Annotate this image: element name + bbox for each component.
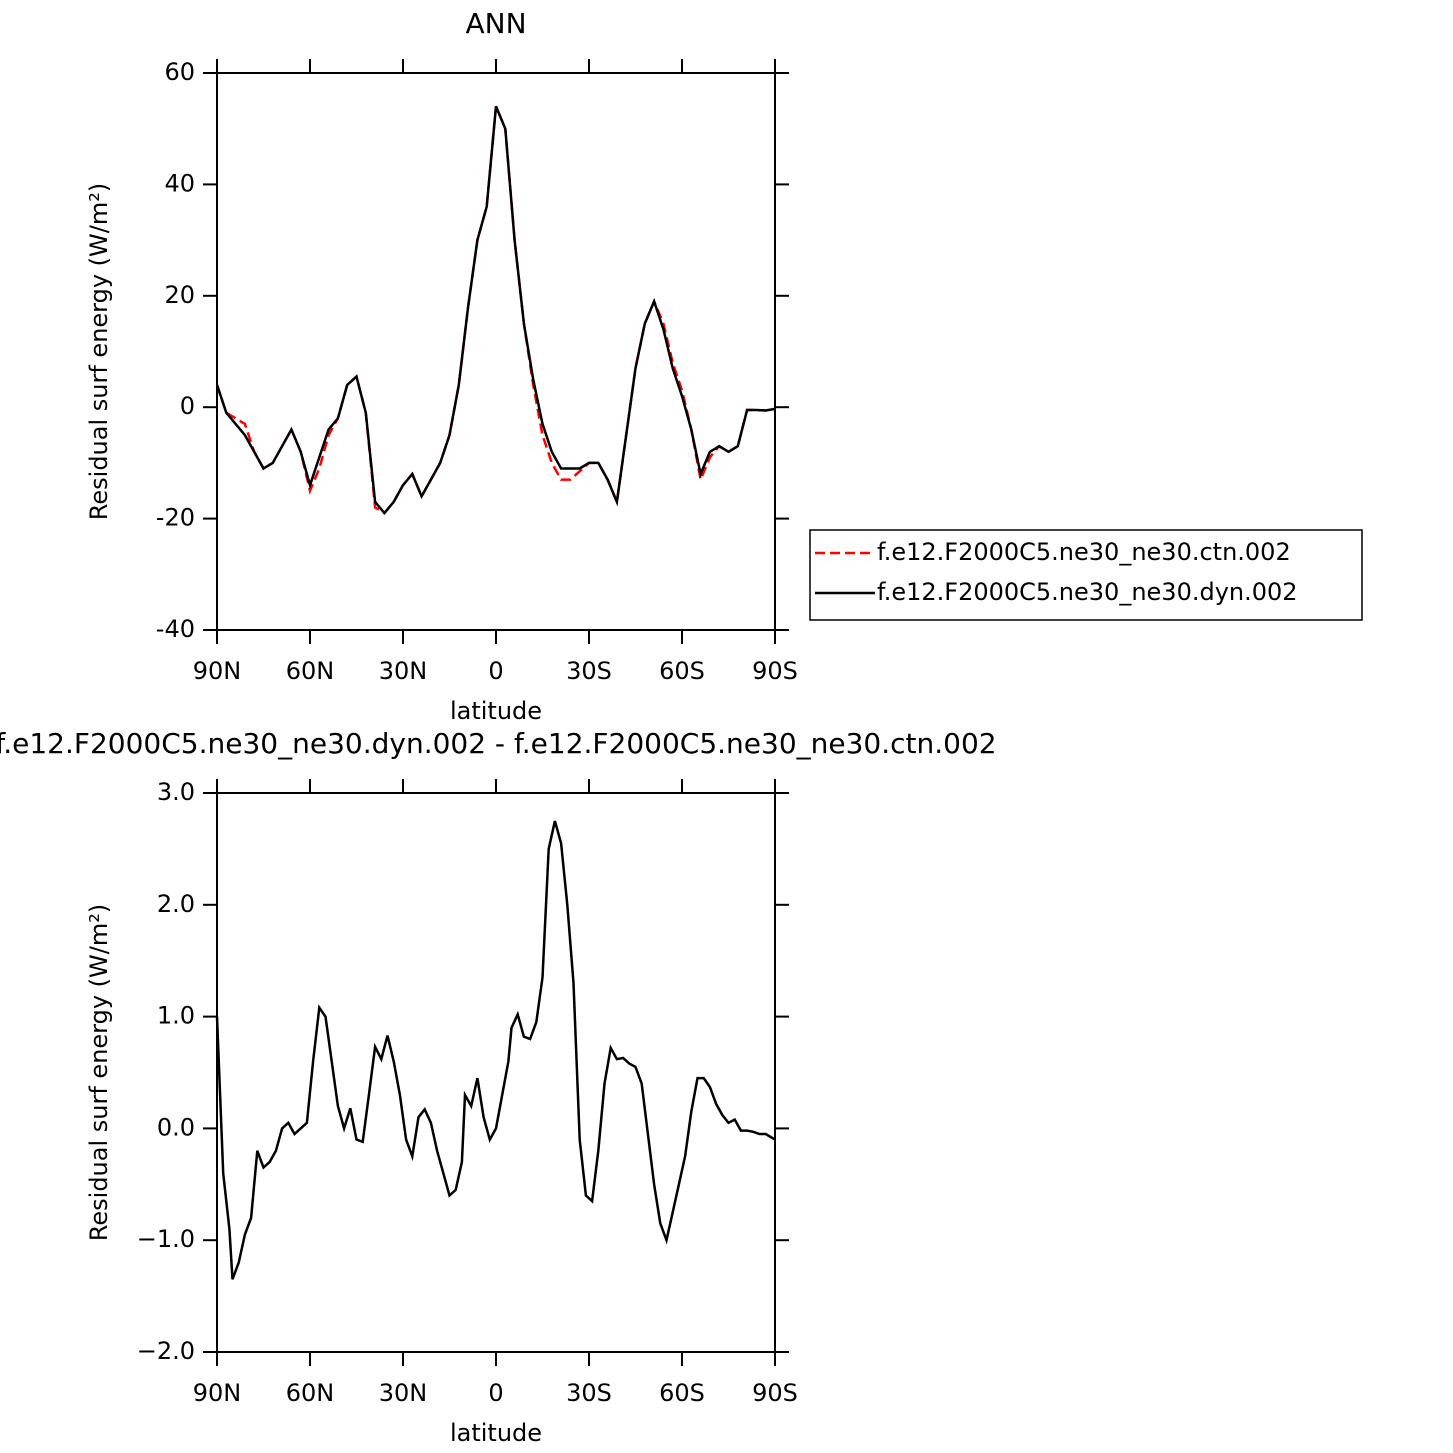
x-tick-label: 90S: [752, 1379, 798, 1407]
plot-frame: [216, 792, 776, 1353]
x-tick-label: 60N: [286, 1379, 335, 1407]
y-tick-label: -40: [156, 615, 195, 643]
x-tick-label: 60S: [659, 657, 705, 685]
x-tick-label: 30N: [379, 1379, 428, 1407]
x-tick-label: 30N: [379, 657, 428, 685]
plot-frame: [216, 72, 776, 631]
legend-label: f.e12.F2000C5.ne30_ne30.dyn.002: [877, 578, 1298, 606]
x-tick-label: 90S: [752, 657, 798, 685]
legend-label: f.e12.F2000C5.ne30_ne30.ctn.002: [877, 538, 1291, 566]
y-tick-label: 0: [180, 392, 195, 420]
x-tick-label: 0: [488, 657, 503, 685]
y-tick-label: 1.0: [157, 1002, 195, 1030]
y-tick-label: 20: [164, 281, 195, 309]
y-tick-label: 3.0: [157, 778, 195, 806]
y-axis-label: Residual surf energy (W/m²): [85, 904, 113, 1241]
x-tick-label: 0: [488, 1379, 503, 1407]
y-tick-label: 40: [164, 169, 195, 197]
x-tick-label: 90N: [193, 657, 242, 685]
y-tick-label: 2.0: [157, 890, 195, 918]
x-tick-label: 60N: [286, 657, 335, 685]
x-axis-label: latitude: [450, 697, 542, 725]
y-tick-label: 60: [164, 58, 195, 86]
x-tick-label: 30S: [566, 1379, 612, 1407]
x-tick-label: 60S: [659, 1379, 705, 1407]
x-axis-label: latitude: [450, 1419, 542, 1447]
data-line: [215, 820, 776, 1280]
y-tick-label: −2.0: [137, 1337, 195, 1365]
y-tick-label: −1.0: [137, 1225, 195, 1253]
x-tick-label: 90N: [193, 1379, 242, 1407]
y-axis-label: Residual surf energy (W/m²): [85, 183, 113, 520]
series-line: [215, 105, 776, 515]
y-tick-label: -20: [156, 504, 195, 532]
chart-title: ANN: [465, 7, 526, 40]
y-tick-label: 0.0: [157, 1113, 195, 1141]
chart-title: f.e12.F2000C5.ne30_ne30.dyn.002 - f.e12.…: [0, 727, 997, 760]
x-tick-label: 30S: [566, 657, 612, 685]
legend-box: [809, 529, 1363, 621]
